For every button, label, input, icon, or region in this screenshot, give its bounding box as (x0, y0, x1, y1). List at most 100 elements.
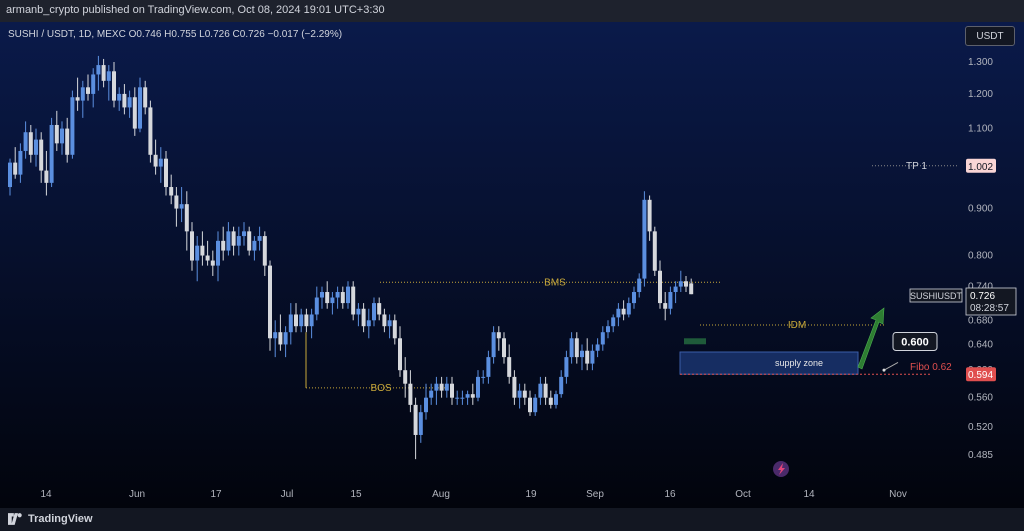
candle-body (174, 195, 179, 209)
candle-body (580, 350, 584, 358)
chart-area[interactable]: supply zone Fibo 0.62 TP 1 BMS BOS IDM 0.600 1.… (0, 22, 1024, 508)
candle-body (39, 139, 44, 171)
target-arrow (857, 307, 885, 370)
candle-body (80, 87, 85, 101)
candle-body (533, 397, 538, 413)
candle-body (424, 397, 428, 413)
callout-dot (882, 368, 886, 372)
y-tick-label: 0.560 (968, 393, 993, 404)
currency-button[interactable]: USDT (965, 26, 1015, 46)
idm-label: IDM (788, 320, 806, 331)
candle-body (658, 270, 662, 304)
candle-body (60, 128, 64, 144)
symbol-info: SUSHI / USDT, 1D, MEXC O0.746 H0.755 L0.… (8, 29, 343, 40)
candle-body (75, 97, 80, 101)
chart-background (0, 22, 1024, 508)
candle-body (444, 383, 449, 391)
x-tick-label: 15 (350, 489, 362, 500)
y-tick-label: 0.485 (968, 450, 993, 461)
candle-body (65, 128, 70, 155)
candle-body (408, 383, 413, 405)
candle-body (112, 71, 116, 101)
y-tick-label: 1.300 (968, 57, 993, 68)
candle-body (606, 326, 610, 333)
candle-body (366, 320, 371, 327)
candle-body (476, 376, 480, 398)
candle-body (205, 255, 210, 261)
bms-label: BMS (544, 277, 566, 288)
last-price: 0.726 (970, 291, 995, 302)
candle-body (387, 320, 392, 327)
candle-body (44, 170, 49, 183)
candle-body (637, 278, 642, 293)
tp1-price-tag: 1.002 (968, 162, 993, 173)
candle-body (299, 314, 304, 327)
candle-body (106, 71, 111, 81)
candle-body (127, 97, 132, 108)
candle-body (652, 231, 657, 271)
y-tick-label: 1.200 (968, 89, 993, 100)
candle-body (330, 297, 335, 304)
candle-body (216, 240, 220, 266)
candle-body (138, 87, 142, 129)
x-tick-label: Oct (735, 489, 751, 500)
candle-body (28, 132, 33, 155)
candle-body (309, 314, 314, 327)
candle-body (496, 332, 501, 339)
candle-body (231, 231, 236, 246)
tradingview-logo-icon (8, 513, 22, 525)
candle-body (600, 332, 605, 345)
candle-body (226, 231, 231, 251)
candle-body (23, 132, 28, 151)
candle-body (210, 260, 215, 266)
candle-body (382, 314, 387, 327)
candle-body (413, 404, 418, 435)
price-chart[interactable]: supply zone Fibo 0.62 TP 1 BMS BOS IDM 0.600 1.… (0, 22, 1024, 508)
candle-body (595, 344, 600, 351)
candle-body (678, 281, 683, 287)
tp1-price-tag-bg (966, 158, 996, 173)
candle-body (288, 314, 293, 333)
fibo-price-tag: 0.594 (968, 370, 993, 381)
candle-body (242, 231, 246, 237)
x-tick-label: Sep (586, 489, 604, 500)
candle-body (528, 397, 532, 413)
candle-body (148, 107, 153, 155)
candle-body (278, 332, 283, 345)
bos-label: BOS (370, 383, 391, 394)
candle-body (543, 383, 548, 398)
header-bar: armanb_crypto published on TradingView.c… (0, 0, 1024, 22)
candle-body (96, 65, 101, 75)
candle-body (335, 292, 340, 298)
candle-body (626, 303, 631, 315)
candle-body (439, 383, 444, 391)
candle-body (262, 236, 267, 266)
candle-body (403, 370, 408, 384)
candle-body (143, 87, 148, 108)
y-tick-label: 1.100 (968, 124, 993, 135)
candle-body (268, 265, 272, 339)
candle-body (257, 236, 262, 241)
candle-body (351, 286, 356, 315)
tp1-label: TP 1 (906, 161, 927, 172)
countdown: 08:28:57 (970, 303, 1009, 314)
candle-body (673, 286, 678, 293)
candle-body (361, 308, 366, 327)
candle-body (616, 308, 621, 318)
publish-info: armanb_crypto published on TradingView.c… (6, 4, 385, 16)
candle-body (647, 199, 652, 232)
y-tick-label: 0.680 (968, 315, 993, 326)
candle-body (585, 350, 590, 364)
order-block-box (684, 338, 706, 345)
supply-zone-box (679, 351, 859, 375)
x-tick-label: Nov (889, 489, 907, 500)
symbol-tag: SUSHIUSDT (910, 291, 963, 301)
x-tick-label: Jul (281, 489, 294, 500)
y-tick-label: 0.520 (968, 422, 993, 433)
candle-body (247, 231, 252, 251)
lightning-icon (778, 463, 785, 475)
footer-bar: TradingView (0, 508, 1024, 531)
candle-body (320, 292, 324, 298)
candle-body (559, 376, 564, 395)
candle-body (117, 93, 122, 101)
